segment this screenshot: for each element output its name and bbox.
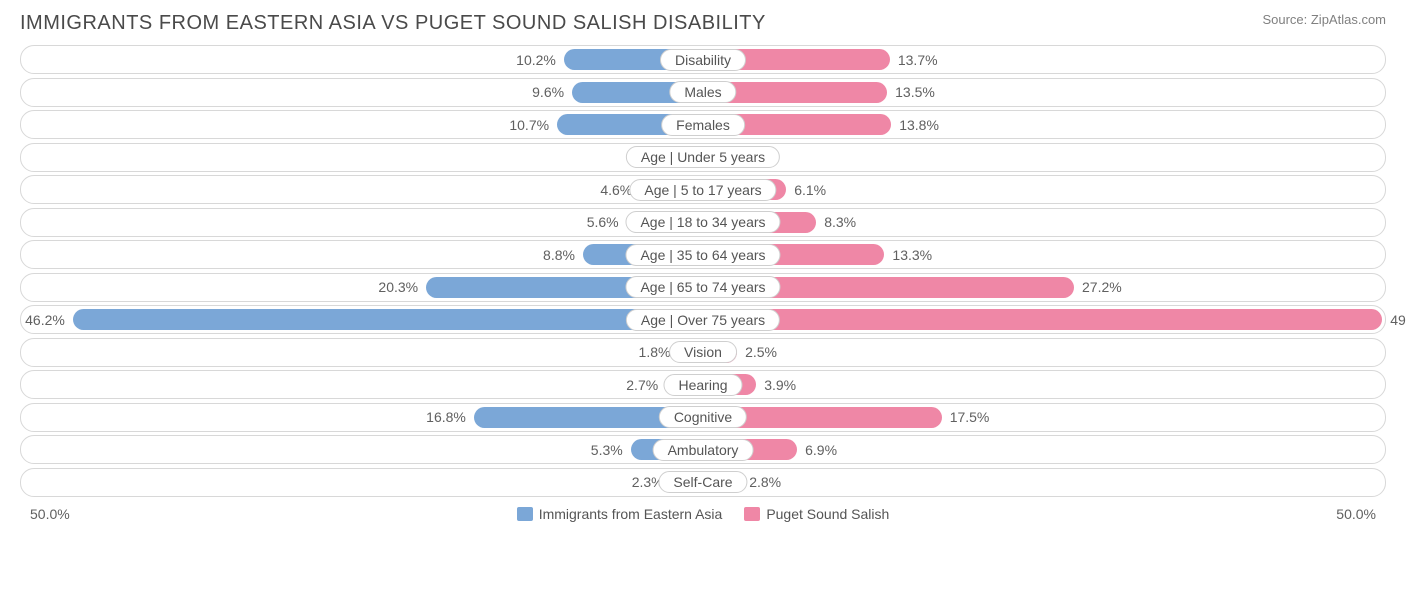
- category-label: Hearing: [663, 374, 742, 396]
- value-right: 17.5%: [950, 409, 990, 425]
- chart-row: 46.2%49.8%Age | Over 75 years: [20, 305, 1386, 334]
- legend-swatch-left: [517, 507, 533, 521]
- category-label: Vision: [669, 341, 737, 363]
- value-left: 20.3%: [378, 279, 418, 295]
- value-right: 6.9%: [805, 442, 837, 458]
- category-label: Females: [661, 114, 745, 136]
- value-left: 5.6%: [587, 214, 619, 230]
- chart-row: 10.2% 13.7% Disability: [20, 45, 1386, 74]
- value-right: 13.8%: [899, 117, 939, 133]
- value-right: 13.5%: [895, 84, 935, 100]
- legend-item-left: Immigrants from Eastern Asia: [517, 506, 723, 522]
- chart-row: 1.8% 2.5% Vision: [20, 338, 1386, 367]
- bar-right: [703, 309, 1382, 330]
- value-right: 6.1%: [794, 182, 826, 198]
- category-label: Age | 65 to 74 years: [625, 276, 780, 298]
- category-label: Age | 18 to 34 years: [625, 211, 780, 233]
- category-label: Ambulatory: [653, 439, 754, 461]
- chart-row: 8.8% 13.3% Age | 35 to 64 years: [20, 240, 1386, 269]
- value-left: 10.2%: [516, 52, 556, 68]
- chart-footer: 50.0% Immigrants from Eastern Asia Puget…: [0, 500, 1406, 522]
- value-right: 8.3%: [824, 214, 856, 230]
- value-right: 49.8%: [1390, 312, 1406, 328]
- value-left: 4.6%: [600, 182, 632, 198]
- category-label: Cognitive: [659, 406, 747, 428]
- bar-left: [73, 309, 703, 330]
- chart-row: 1.0%0.97%Age | Under 5 years: [20, 143, 1386, 172]
- value-left: 8.8%: [543, 247, 575, 263]
- chart-row: 20.3% 27.2% Age | 65 to 74 years: [20, 273, 1386, 302]
- chart-row: 4.6% 6.1% Age | 5 to 17 years: [20, 175, 1386, 204]
- chart-row: 5.6% 8.3% Age | 18 to 34 years: [20, 208, 1386, 237]
- category-label: Age | 35 to 64 years: [625, 244, 780, 266]
- axis-max-right: 50.0%: [1336, 506, 1376, 522]
- chart-row: 2.7% 3.9% Hearing: [20, 370, 1386, 399]
- legend-label-left: Immigrants from Eastern Asia: [539, 506, 723, 522]
- value-left: 10.7%: [509, 117, 549, 133]
- category-label: Age | Under 5 years: [626, 146, 780, 168]
- value-right: 3.9%: [764, 377, 796, 393]
- chart-row: 10.7% 13.8% Females: [20, 110, 1386, 139]
- legend-label-right: Puget Sound Salish: [766, 506, 889, 522]
- value-left: 1.8%: [639, 344, 671, 360]
- value-left: 46.2%: [25, 312, 65, 328]
- category-label: Males: [669, 81, 736, 103]
- value-left: 16.8%: [426, 409, 466, 425]
- category-label: Self-Care: [658, 471, 747, 493]
- value-right: 27.2%: [1082, 279, 1122, 295]
- value-right: 13.7%: [898, 52, 938, 68]
- value-left: 5.3%: [591, 442, 623, 458]
- legend: Immigrants from Eastern Asia Puget Sound…: [517, 506, 890, 522]
- value-right: 2.5%: [745, 344, 777, 360]
- value-right: 13.3%: [892, 247, 932, 263]
- chart-row: 2.3%2.8%Self-Care: [20, 468, 1386, 497]
- chart-row: 16.8% 17.5% Cognitive: [20, 403, 1386, 432]
- category-label: Age | Over 75 years: [626, 309, 780, 331]
- axis-max-left: 50.0%: [30, 506, 70, 522]
- legend-item-right: Puget Sound Salish: [744, 506, 889, 522]
- legend-swatch-right: [744, 507, 760, 521]
- value-right: 2.8%: [749, 474, 781, 490]
- chart-source: Source: ZipAtlas.com: [1262, 12, 1386, 27]
- value-left: 9.6%: [532, 84, 564, 100]
- chart-header: IMMIGRANTS FROM EASTERN ASIA VS PUGET SO…: [0, 0, 1406, 41]
- chart-title: IMMIGRANTS FROM EASTERN ASIA VS PUGET SO…: [20, 12, 766, 35]
- value-left: 2.7%: [626, 377, 658, 393]
- chart-area: 10.2%13.7%Disability9.6%13.5%Males10.7%1…: [0, 41, 1406, 497]
- category-label: Disability: [660, 49, 746, 71]
- chart-row: 5.3% 6.9% Ambulatory: [20, 435, 1386, 464]
- category-label: Age | 5 to 17 years: [629, 179, 776, 201]
- chart-row: 9.6% 13.5% Males: [20, 78, 1386, 107]
